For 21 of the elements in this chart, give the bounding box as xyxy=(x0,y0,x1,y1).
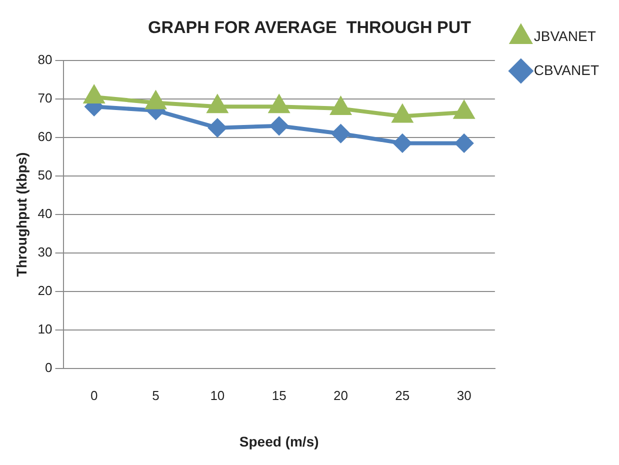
y-tick-label: 60 xyxy=(38,129,52,144)
x-axis-title: Speed (m/s) xyxy=(239,433,319,450)
x-tick-label: 5 xyxy=(152,388,160,403)
x-tick-label: 20 xyxy=(334,388,348,403)
legend-label: CBVANET xyxy=(534,62,600,78)
y-tick-label: 40 xyxy=(38,206,52,222)
x-tick-label: 30 xyxy=(456,388,472,403)
y-axis-title: Throughput (kbps) xyxy=(13,152,30,277)
y-tick-label: 70 xyxy=(38,90,52,106)
y-tick-label: 0 xyxy=(45,360,52,376)
y-tick-label: 10 xyxy=(38,322,52,337)
y-tick-label: 50 xyxy=(38,168,52,183)
chart-title: GRAPH FOR AVERAGE THROUGH PUT xyxy=(148,18,472,37)
y-tick-label: 30 xyxy=(38,244,52,260)
x-tick-label: 10 xyxy=(210,388,225,403)
x-tick-label: 15 xyxy=(272,388,286,403)
y-tick-label: 80 xyxy=(38,52,52,67)
x-tick-label: 25 xyxy=(395,388,410,403)
legend-label: JBVANET xyxy=(534,28,596,44)
y-tick-label: 20 xyxy=(38,283,52,298)
x-tick-label: 0 xyxy=(90,388,98,403)
